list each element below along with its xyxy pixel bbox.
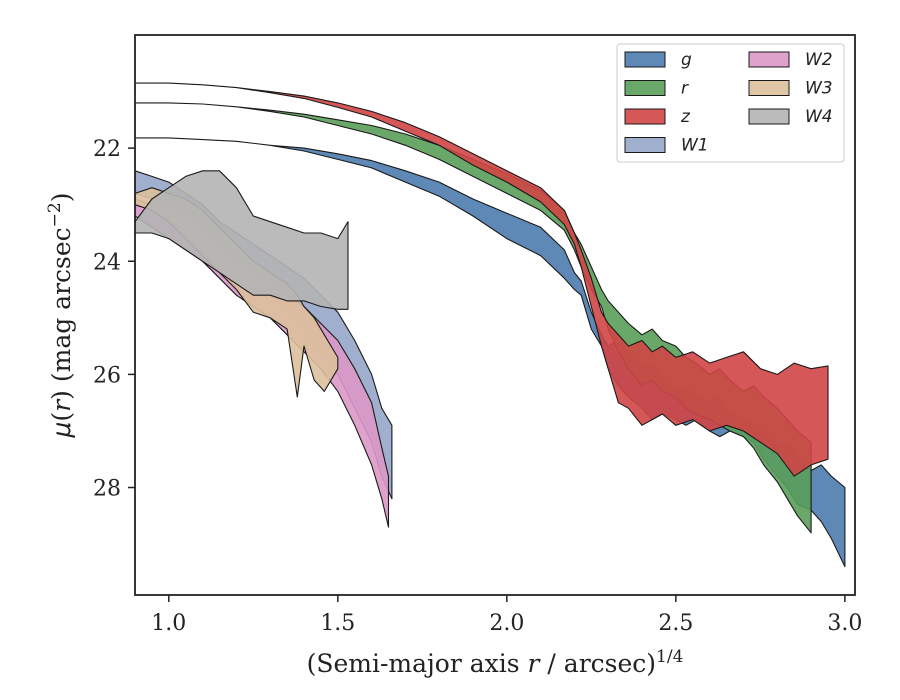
plot-frame [134, 34, 856, 596]
x-tick-label: 3.0 [827, 611, 862, 636]
legend-swatch-W3 [748, 80, 790, 96]
legend-label-g: g [681, 50, 692, 70]
y-axis-label: μ(r) (mag arcsec−2) [45, 193, 76, 439]
legend-label-W3: W3 [805, 79, 833, 99]
x-tick-label: 1.0 [151, 611, 186, 636]
legend-swatch-r [624, 80, 666, 96]
ticks-layer: 1.0 1.5 2.0 2.5 3.0 22 24 26 28 [93, 137, 862, 636]
y-tick-label: 26 [93, 363, 121, 388]
legend-label-r: r [681, 79, 689, 99]
x-tick-label: 2.0 [489, 611, 524, 636]
legend-swatch-g [624, 51, 666, 68]
band-z [134, 82, 829, 477]
legend-swatch-W1 [624, 137, 666, 153]
bands-layer [134, 82, 846, 568]
x-tick-label: 2.5 [658, 611, 693, 636]
legend-label-W2: W2 [805, 50, 833, 70]
legend-swatch-z [624, 108, 666, 125]
y-tick-label: 24 [93, 250, 121, 275]
legend-label-W4: W4 [805, 107, 833, 127]
y-tick-label: 22 [93, 137, 121, 162]
legend: grz W1 W2 W3 W4 [616, 43, 845, 163]
legend-label-W1: W1 [681, 136, 709, 156]
legend-swatch-W4 [748, 108, 790, 125]
band-W4 [134, 170, 349, 310]
y-tick-label: 28 [93, 477, 121, 502]
band-g [134, 137, 846, 568]
legend-swatch-W2 [748, 51, 790, 68]
x-axis-label: (Semi-major axis r / arcsec)1/4 [307, 647, 684, 678]
band-r [134, 102, 812, 534]
legend-frame [616, 43, 845, 163]
legend-label-z: z [680, 107, 691, 127]
x-tick-label: 1.5 [320, 611, 355, 636]
